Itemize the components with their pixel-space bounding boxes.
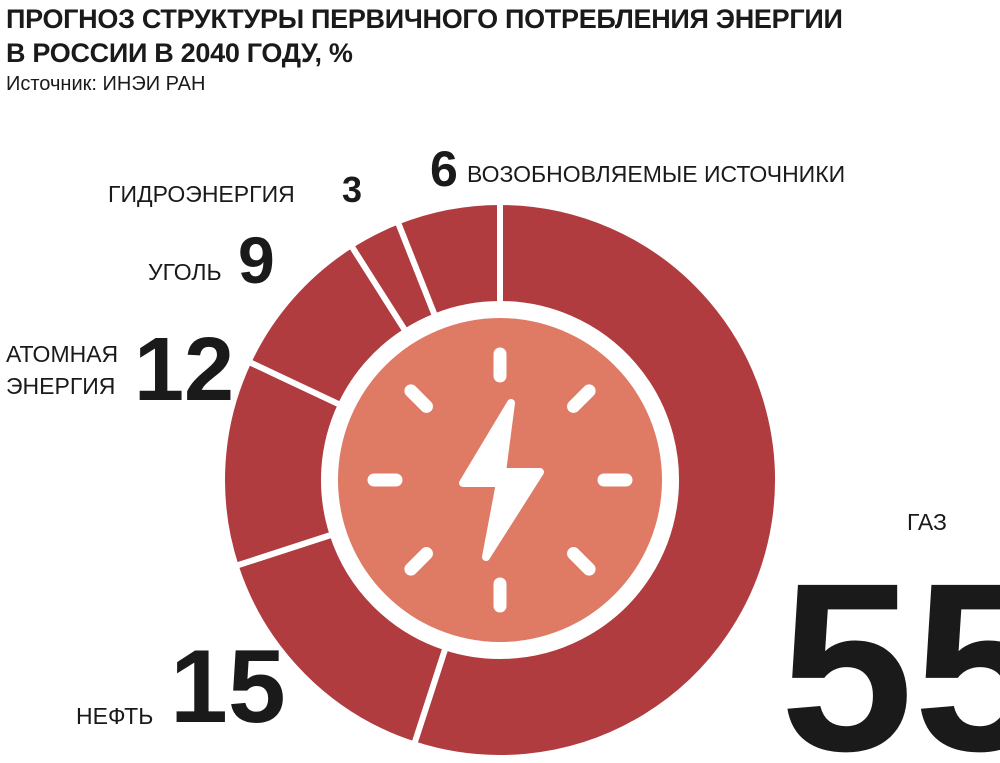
label-renewables: ВОЗОБНОВЛЯЕМЫЕ ИСТОЧНИКИ <box>467 161 845 187</box>
label-hydro-value: 3 <box>342 169 362 210</box>
label-nuclear-value: 12 <box>134 320 234 420</box>
chart-title-line-2: В РОССИИ В 2040 ГОДУ, % <box>6 38 353 68</box>
slice-6 <box>393 198 503 321</box>
label-gas: ГАЗ <box>907 509 947 535</box>
chart-title: ПРОГНОЗ СТРУКТУРЫ ПЕРВИЧНОГО ПОТРЕБЛЕНИЯ… <box>6 2 843 70</box>
label-nuclear-line-2: ЭНЕРГИЯ <box>6 373 115 399</box>
label-renewables-value: 6 <box>430 141 458 197</box>
label-oil: НЕФТЬ <box>76 703 153 729</box>
clock-tick <box>567 384 596 413</box>
donut-slices <box>219 198 781 761</box>
bolt-shape <box>459 399 544 561</box>
clock-ticks <box>367 347 633 613</box>
chart-title-line-1: ПРОГНОЗ СТРУКТУРЫ ПЕРВИЧНОГО ПОТРЕБЛЕНИЯ… <box>6 4 843 34</box>
clock-tick <box>404 547 433 576</box>
source-note: Источник: ИНЭИ РАН <box>6 73 206 95</box>
slice-1 <box>410 198 781 761</box>
label-gas-value: 55 <box>780 533 1000 763</box>
label-nuclear-line-1: АТОМНАЯ <box>6 341 118 367</box>
clock-tick <box>404 384 433 413</box>
label-hydro: ГИДРОЭНЕРГИЯ <box>108 181 295 207</box>
lightning-bolt-icon <box>367 347 633 613</box>
clock-tick <box>567 547 596 576</box>
label-coal: УГОЛЬ <box>148 259 222 285</box>
label-coal-value: 9 <box>238 223 275 297</box>
label-oil-value: 15 <box>170 629 286 745</box>
